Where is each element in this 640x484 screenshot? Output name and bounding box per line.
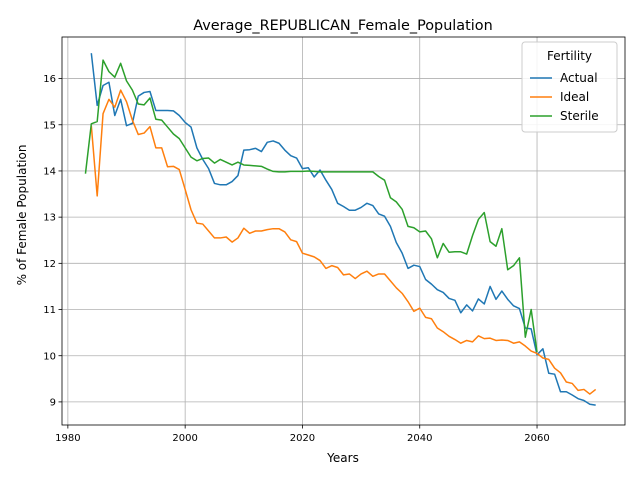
series-lines xyxy=(84,53,597,406)
legend-label-actual: Actual xyxy=(560,71,598,85)
x-tick-label: 2000 xyxy=(172,433,197,444)
y-tick-label: 16 xyxy=(43,74,56,85)
y-axis: 9 10 11 12 13 14 15 16 xyxy=(43,74,62,409)
y-axis-label: % of Female Population xyxy=(15,145,29,286)
grid-lines xyxy=(62,37,625,425)
series-line-actual xyxy=(90,53,596,406)
y-tick-label: 11 xyxy=(43,305,56,316)
y-tick-label: 13 xyxy=(43,213,56,224)
legend-title: Fertility xyxy=(547,49,592,63)
x-tick-label: 2060 xyxy=(524,433,549,444)
x-axis-label: Years xyxy=(326,451,359,465)
x-axis: 1980 2000 2020 2040 2060 xyxy=(55,425,550,444)
x-tick-label: 2020 xyxy=(290,433,315,444)
series-line-ideal xyxy=(90,89,597,395)
y-tick-label: 14 xyxy=(43,167,56,178)
plot-frame xyxy=(61,36,626,426)
chart-title: Average_REPUBLICAN_Female_Population xyxy=(193,18,492,34)
x-tick-label: 1980 xyxy=(55,433,80,444)
y-tick-label: 12 xyxy=(43,259,56,270)
legend: Fertility Actual Ideal Sterile xyxy=(521,41,618,133)
series-line-sterile xyxy=(84,59,538,353)
y-tick-label: 15 xyxy=(43,120,56,131)
legend-items: Actual Ideal Sterile xyxy=(530,71,599,123)
y-tick-label: 10 xyxy=(43,351,56,362)
x-tick-label: 2040 xyxy=(407,433,432,444)
y-tick-label: 9 xyxy=(50,398,56,409)
legend-label-sterile: Sterile xyxy=(560,109,599,123)
legend-label-ideal: Ideal xyxy=(560,90,589,104)
legend-box xyxy=(521,41,618,133)
